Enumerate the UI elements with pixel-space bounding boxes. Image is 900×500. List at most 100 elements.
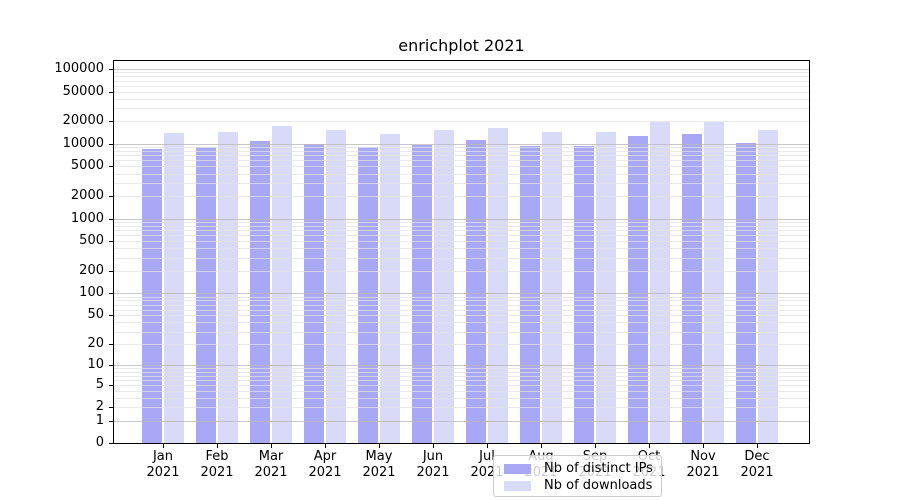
x-axis-tick [649,444,650,448]
y-axis-tick [109,241,113,243]
gridline-major [114,420,809,422]
gridline-minor [114,147,809,149]
y-tick-label: 20000 [62,113,104,129]
x-tick-label-may: May 2021 [362,449,396,480]
gridline-minor [114,80,809,82]
legend-swatch-distinct-ips [504,463,531,474]
gridline-minor [114,108,809,110]
legend-label-downloads: Nb of downloads [544,478,653,493]
y-axis-tick [109,443,113,444]
bar-downloads-jan [164,132,184,443]
gridline-minor [114,225,809,227]
x-axis-tick [217,444,218,448]
bar-distinct-ips-dec [736,142,756,443]
y-axis-tick [109,143,113,145]
y-axis-tick [109,196,113,198]
y-tick-label: 50000 [62,83,104,99]
gridline-minor [114,257,809,259]
gridline-minor [114,235,809,237]
gridline-minor [114,304,809,306]
bar-downloads-mar [272,125,292,443]
bar-downloads-nov [704,121,724,443]
chart-title: enrichplot 2021 [398,36,525,55]
gridline-minor [114,173,809,175]
y-tick-label: 10000 [62,135,104,151]
gridline-minor [114,76,809,78]
legend-label-distinct-ips: Nb of distinct IPs [544,461,653,476]
gridline-minor [114,230,809,232]
legend-item-distinct-ips: Nb of distinct IPs [504,460,653,477]
gridline-minor [114,315,809,317]
gridline-minor [114,182,809,184]
x-axis-tick [163,444,164,448]
gridline-minor [114,344,809,346]
bar-downloads-feb [218,131,238,443]
y-tick-label: 200 [79,262,104,278]
gridline-minor [114,222,809,223]
x-tick-label-mar: Mar 2021 [254,449,288,480]
gridline-minor [114,166,809,168]
y-tick-label: 1000 [70,210,104,226]
y-tick-label: 50 [87,307,104,323]
gridline-minor [114,121,809,123]
x-axis-tick [541,444,542,448]
gridline-minor [114,371,809,373]
x-axis-tick [487,444,488,448]
y-tick-label: 2000 [70,188,104,204]
x-axis-tick [757,444,758,448]
gridline-minor [114,384,809,386]
y-axis-tick [109,384,113,386]
x-axis-tick [595,444,596,448]
gridline-major [114,365,809,367]
bar-distinct-ips-mar [250,141,270,443]
gridline-minor [114,398,809,399]
y-axis-tick [109,91,113,93]
y-axis-tick [109,166,113,168]
y-tick-label: 500 [79,233,104,249]
x-tick-label-apr: Apr 2021 [308,449,342,480]
x-tick-label-jun: Jun 2021 [416,449,450,480]
legend-item-downloads: Nb of downloads [504,477,653,494]
bar-distinct-ips-nov [682,134,702,443]
y-axis-tick [109,218,113,220]
y-axis-tick [109,270,113,272]
gridline-minor [114,331,809,333]
gridline-minor [114,407,809,409]
gridline-minor [114,390,809,392]
y-axis-tick [109,344,113,346]
y-tick-label: 2 [95,399,104,415]
gridline-minor [114,296,809,298]
y-tick-label: 100000 [54,61,104,76]
bar-downloads-dec [758,129,778,443]
gridline-minor [114,91,809,93]
gridline-minor [114,375,809,377]
gridline-major [114,69,809,70]
gridline-minor [114,309,809,311]
x-axis-tick [379,444,380,448]
gridline-minor [114,270,809,272]
y-axis-tick [109,121,113,123]
y-tick-label: 5 [95,376,104,392]
x-axis-tick [703,444,704,448]
bar-distinct-ips-oct [628,135,648,443]
y-axis-tick [109,293,113,295]
x-axis-tick [325,444,326,448]
legend-swatch-downloads [504,480,531,491]
x-axis-tick [433,444,434,448]
y-axis-tick [109,420,113,422]
y-axis-tick [109,407,113,409]
x-tick-label-nov: Nov 2021 [686,449,720,480]
bar-distinct-ips-jul [466,139,486,443]
x-axis-tick [271,444,272,448]
y-axis-tick [109,315,113,317]
gridline-minor [114,151,809,153]
gridline-minor [114,322,809,324]
y-axis-tick [109,365,113,367]
gridline-minor [114,155,809,157]
gridline-minor [114,248,809,250]
y-tick-label: 5000 [70,158,104,174]
gridline-minor [114,160,809,162]
y-tick-label: 1 [95,412,104,428]
gridline-minor [114,379,809,381]
